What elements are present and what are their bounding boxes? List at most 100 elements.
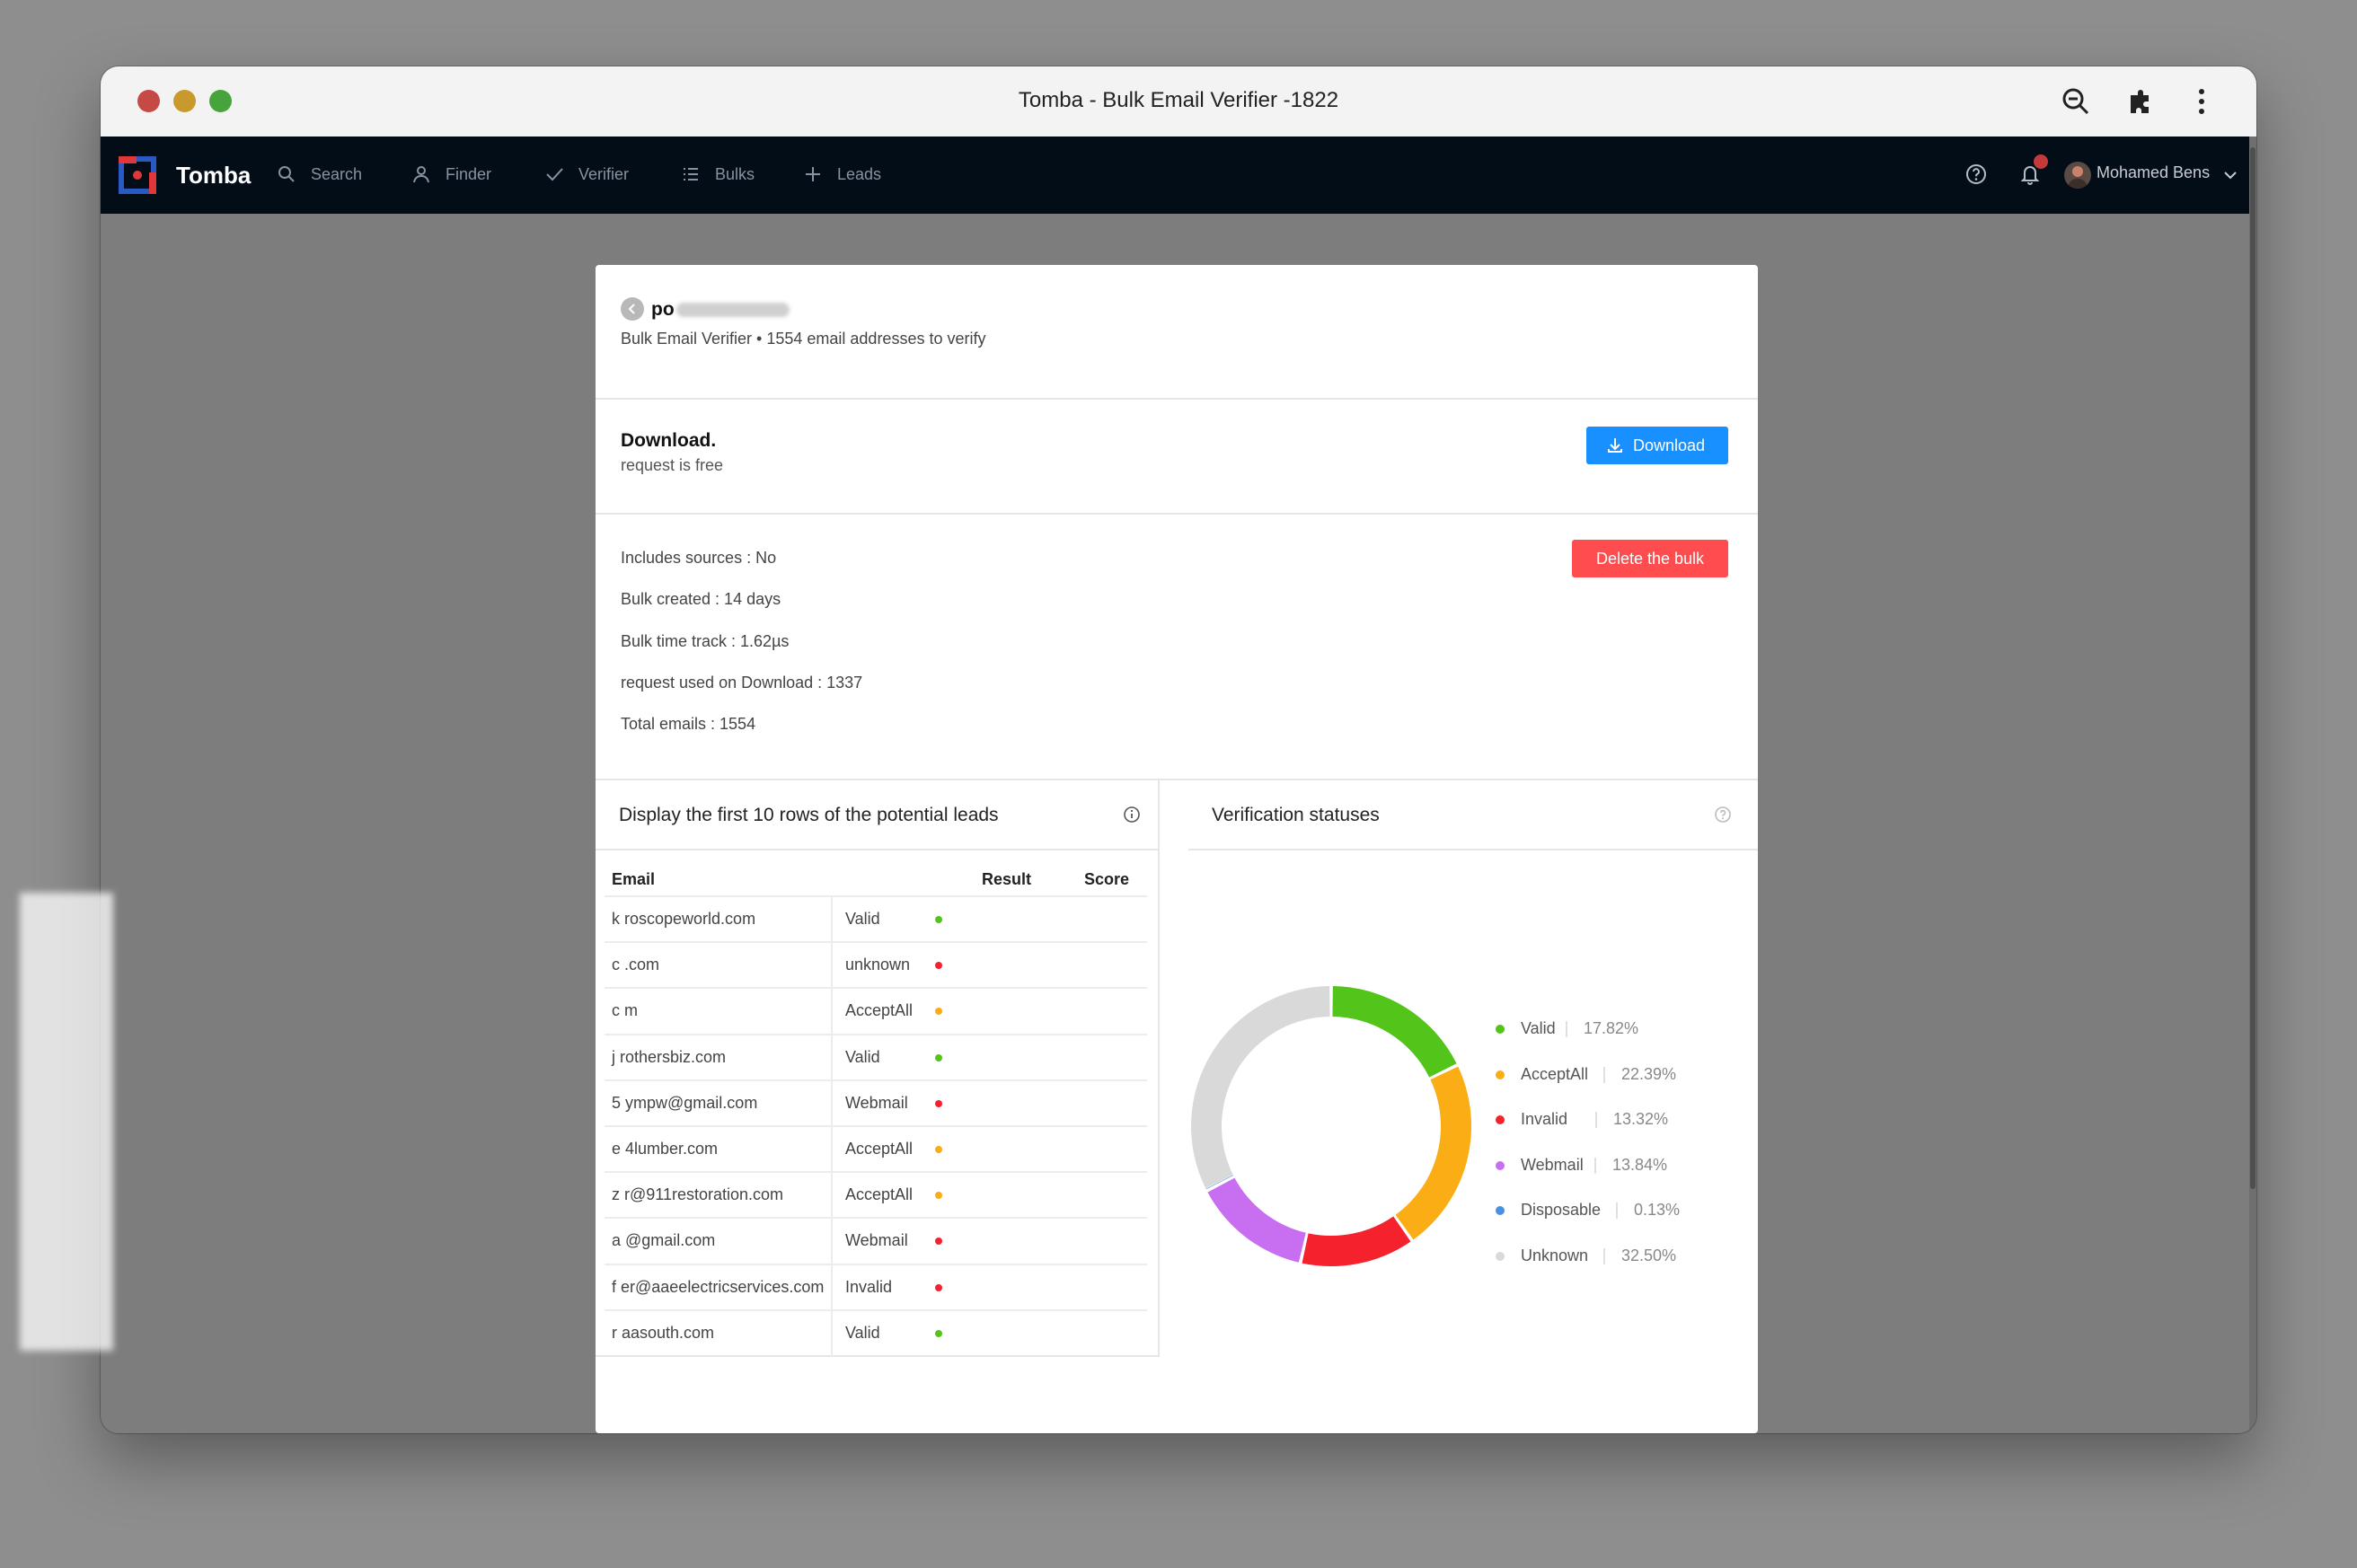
- nav-leads-label: Leads: [837, 165, 882, 183]
- email-cell: a @gmail.com: [612, 1231, 716, 1250]
- leads-preview-card: Display the first 10 rows of the potenti…: [596, 780, 1160, 1357]
- legend-label: Disposable: [1521, 1201, 1602, 1220]
- title-bar: Tomba - Bulk Email Verifier -1822: [101, 66, 2256, 137]
- user-icon: [413, 166, 429, 183]
- result-cell: Valid: [845, 910, 880, 928]
- donut-slice-unknown[interactable]: [1191, 986, 1330, 1189]
- nav-verifier-label: Verifier: [578, 165, 630, 183]
- back-button[interactable]: [621, 297, 644, 321]
- legend-separator: [1595, 1112, 1597, 1129]
- donut-slice-valid[interactable]: [1332, 986, 1457, 1078]
- chevron-left-icon: [628, 304, 635, 314]
- tomba-logo-icon[interactable]: [117, 154, 158, 196]
- list-icon: [684, 168, 698, 181]
- minimize-window-button[interactable]: [173, 90, 196, 112]
- email-cell: k roscopeworld.com: [612, 910, 756, 928]
- window-title: Tomba - Bulk Email Verifier -1822: [1018, 88, 1339, 112]
- bell-icon[interactable]: [2017, 162, 2043, 187]
- email-redaction: [20, 893, 113, 1351]
- download-title: Download.: [621, 430, 717, 451]
- zoom-icon[interactable]: [2059, 84, 2093, 119]
- cell-divider: [831, 1080, 833, 1127]
- delete-bulk-button[interactable]: Delete the bulk: [1572, 540, 1728, 577]
- download-button-label: Download: [1633, 436, 1706, 454]
- donut-slice-acceptall[interactable]: [1395, 1066, 1471, 1240]
- brand-name[interactable]: Tomba: [176, 162, 252, 189]
- bulk-header: po Bulk Email Verifier • 1554 email addr…: [596, 265, 1758, 400]
- download-section: Download. request is free Download: [596, 400, 1758, 515]
- result-cell: AcceptAll: [845, 1185, 914, 1204]
- cell-divider: [831, 943, 833, 990]
- legend-separator: [1603, 1066, 1605, 1083]
- column-email: Email: [612, 870, 656, 888]
- plus-icon: [806, 167, 820, 181]
- table-row: c .com unknown: [605, 941, 1147, 990]
- question-icon[interactable]: [1713, 805, 1733, 824]
- score-dot: [935, 1283, 942, 1291]
- email-cell: f er@aaeelectricservices.com: [612, 1277, 825, 1296]
- donut-slice-disposable[interactable]: [1205, 1175, 1234, 1190]
- help-icon[interactable]: [1964, 162, 1989, 187]
- legend-value: 13.84%: [1612, 1155, 1668, 1174]
- score-dot: [935, 1008, 942, 1016]
- legend-value: 17.82%: [1584, 1019, 1639, 1037]
- email-cell: 5 ympw@gmail.com: [612, 1093, 758, 1112]
- result-cell: AcceptAll: [845, 1140, 914, 1158]
- info-icon[interactable]: [1122, 805, 1142, 824]
- table-row: a @gmail.com Webmail: [605, 1217, 1147, 1265]
- chevron-down-icon[interactable]: [2222, 167, 2238, 183]
- download-subtitle: request is free: [621, 456, 724, 474]
- donut-slice-webmail[interactable]: [1207, 1177, 1306, 1263]
- email-cell: c .com: [612, 956, 660, 974]
- legend-separator: [1566, 1021, 1567, 1037]
- cell-divider: [831, 1173, 833, 1220]
- extensions-icon[interactable]: [2123, 84, 2158, 119]
- cell-divider: [831, 897, 833, 943]
- legend-separator: [1616, 1202, 1618, 1220]
- score-dot: [935, 916, 942, 923]
- bulk-subtitle: Bulk Email Verifier • 1554 email address…: [621, 330, 986, 348]
- close-window-button[interactable]: [137, 90, 160, 112]
- leads-card-title: Display the first 10 rows of the potenti…: [619, 805, 999, 825]
- result-cell: unknown: [845, 956, 911, 974]
- user-name[interactable]: Mohamed Bens: [2097, 163, 2211, 181]
- table-row: r aasouth.com Valid: [605, 1308, 1147, 1357]
- search-icon: [278, 166, 295, 182]
- status-card-title: Verification statuses: [1212, 805, 1380, 825]
- legend-label: Unknown: [1521, 1246, 1589, 1264]
- legend-marker: [1496, 1070, 1505, 1079]
- info-includes-sources: Includes sources : No: [621, 549, 777, 567]
- legend-marker: [1496, 1206, 1505, 1216]
- bulk-name: po: [651, 299, 790, 321]
- email-cell: c m: [612, 1001, 638, 1020]
- maximize-window-button[interactable]: [209, 90, 232, 112]
- more-menu-icon[interactable]: [2185, 84, 2219, 119]
- cell-divider: [831, 1127, 833, 1173]
- legend-separator: [1594, 1157, 1596, 1174]
- info-total-emails: Total emails : 1554: [621, 715, 756, 733]
- notification-badge: [2034, 154, 2048, 169]
- table-row: f er@aaeelectricservices.com Invalid: [605, 1263, 1147, 1311]
- bulk-info-section: Includes sources : No Bulk created : 14 …: [596, 515, 1758, 780]
- column-result: Result: [982, 870, 1032, 888]
- legend-value: 13.32%: [1613, 1110, 1669, 1129]
- cell-divider: [831, 989, 833, 1035]
- score-dot: [935, 1146, 942, 1153]
- column-score: Score: [1084, 870, 1130, 888]
- bulk-detail-modal: po Bulk Email Verifier • 1554 email addr…: [596, 265, 1758, 1433]
- download-button[interactable]: Download: [1586, 427, 1728, 464]
- cell-divider: [831, 1310, 833, 1357]
- avatar[interactable]: [2064, 162, 2091, 189]
- result-cell: Valid: [845, 1047, 880, 1066]
- legend-label: Invalid: [1521, 1110, 1568, 1129]
- score-dot: [935, 1238, 942, 1246]
- donut-slice-invalid[interactable]: [1302, 1216, 1411, 1266]
- legend-label: Webmail: [1521, 1155, 1584, 1174]
- result-cell: Valid: [845, 1323, 880, 1342]
- score-dot: [935, 962, 942, 970]
- table-row: c m AcceptAll: [605, 987, 1147, 1035]
- table-row: k roscopeworld.com Valid: [605, 895, 1147, 943]
- scrollbar-thumb[interactable]: [2250, 147, 2255, 1189]
- email-cell: e 4lumber.com: [612, 1140, 719, 1158]
- legend-marker: [1496, 1025, 1505, 1034]
